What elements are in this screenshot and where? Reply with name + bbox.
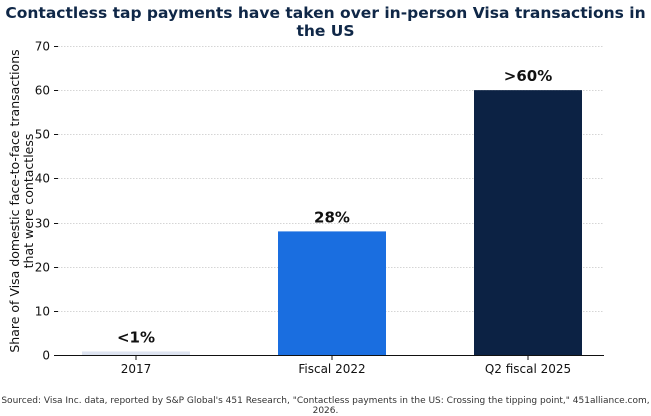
x-tick-label-3: Q2 fiscal 2025 bbox=[485, 362, 571, 376]
data-labels: <1% 28% >60% bbox=[117, 67, 552, 346]
chart-title: Contactless tap payments have taken over… bbox=[5, 4, 646, 40]
x-tick-label-2: Fiscal 2022 bbox=[298, 362, 365, 376]
bar-1 bbox=[82, 351, 190, 355]
x-tick-label-1: 2017 bbox=[121, 362, 152, 376]
source-note: Sourced: Visa Inc. data, reported by S&P… bbox=[1, 396, 650, 416]
y-tick-label: 40 bbox=[35, 172, 50, 186]
y-tick-label: 60 bbox=[35, 84, 50, 98]
y-tick-label: 20 bbox=[35, 261, 50, 275]
y-tick-label: 0 bbox=[42, 349, 50, 363]
y-tick-label: 70 bbox=[35, 40, 50, 54]
y-axis-ticks: 0 10 20 30 40 50 60 70 bbox=[35, 40, 58, 363]
bars bbox=[82, 90, 582, 356]
data-label-2: 28% bbox=[314, 208, 350, 226]
bar-2 bbox=[278, 231, 386, 355]
y-tick-label: 10 bbox=[35, 305, 50, 319]
data-label-3: >60% bbox=[504, 67, 552, 85]
bar-3 bbox=[474, 90, 582, 356]
x-axis-ticks: 2017 Fiscal 2022 Q2 fiscal 2025 bbox=[121, 356, 571, 376]
y-tick-label: 50 bbox=[35, 128, 50, 142]
data-label-1: <1% bbox=[117, 328, 155, 346]
y-tick-label: 30 bbox=[35, 217, 50, 231]
